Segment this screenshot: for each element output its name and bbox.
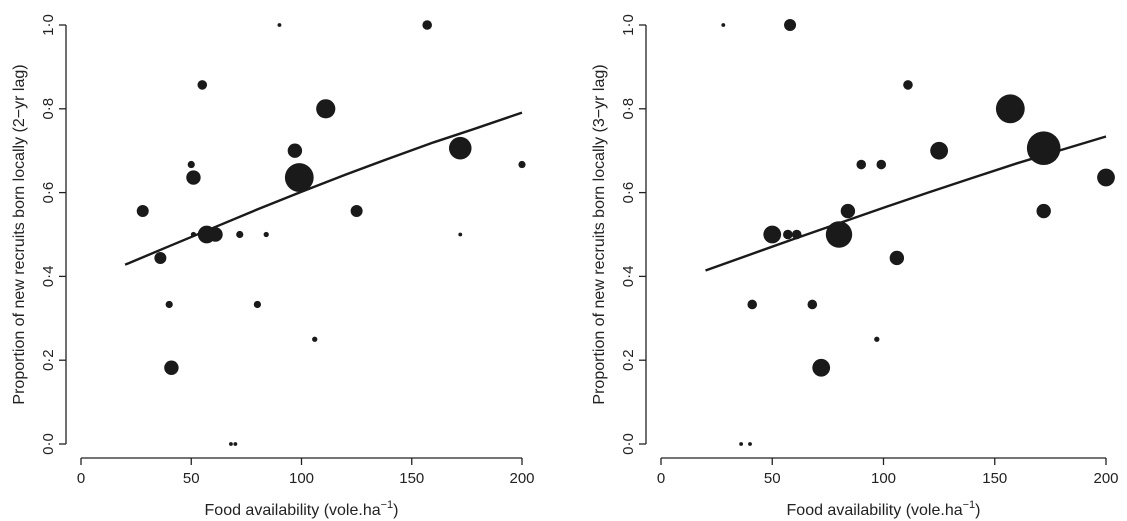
data-point — [856, 159, 867, 170]
data-point — [197, 80, 208, 90]
data-point — [876, 159, 887, 170]
fit-curve — [124, 111, 523, 266]
y-tick-label: 0·0 — [40, 433, 57, 455]
data-point — [1097, 168, 1115, 187]
x-axis-label: Food availability (vole.ha−1) — [787, 499, 981, 519]
data-point — [448, 136, 472, 160]
data-point — [840, 203, 856, 219]
data-point — [874, 336, 880, 342]
x-tick-label: 150 — [399, 470, 424, 487]
chart-panel-2: 0·0 0·2 0·4 0·6 0·8 1·0 0 50 100 150 200 Food avail… — [591, 14, 1119, 519]
data-point — [458, 232, 463, 237]
y-tick-label: 0·8 — [40, 98, 57, 120]
chart-panel-1: 0·0 0·2 0·4 0·6 0·8 1·0 0 50 100 150 200 Food avail… — [11, 14, 535, 519]
data-point — [350, 205, 363, 218]
y-tick-label: 1·0 — [620, 14, 637, 36]
data-point — [236, 230, 244, 239]
data-point — [889, 250, 905, 266]
data-point — [263, 231, 269, 238]
data-point — [812, 358, 831, 377]
y-tick-label: 1·0 — [40, 14, 57, 36]
data-point — [229, 442, 233, 446]
data-point — [187, 160, 195, 169]
y-tick-label: 0·6 — [620, 182, 637, 204]
x-tick-label: 200 — [1093, 470, 1118, 487]
y-axis-label: Proportion of new recruits born locally … — [11, 64, 28, 404]
data-point — [784, 19, 797, 31]
y-tick-label: 0·2 — [620, 349, 637, 371]
x-tick-label: 150 — [982, 470, 1007, 487]
data-point — [783, 229, 793, 240]
y-tick-label: 0·4 — [620, 266, 637, 288]
x-tick-label: 100 — [871, 470, 896, 487]
data-point — [154, 251, 167, 264]
x-tick-label: 0 — [77, 470, 85, 487]
data-point — [1026, 131, 1061, 165]
data-point — [748, 442, 752, 446]
data-point — [825, 221, 853, 248]
x-tick-label: 50 — [764, 470, 781, 487]
data-point — [284, 163, 314, 192]
data-point — [721, 23, 726, 27]
data-point — [233, 442, 238, 446]
data-point — [164, 360, 179, 375]
data-point — [1036, 203, 1051, 219]
data-point — [763, 225, 782, 244]
data-point — [312, 336, 318, 342]
data-point — [186, 170, 201, 185]
y-tick-label: 0·8 — [620, 98, 637, 120]
data-point — [190, 231, 197, 238]
x-axis-label: Food availability (vole.ha−1) — [205, 499, 399, 519]
data-point — [903, 80, 913, 90]
data-point — [518, 160, 526, 169]
data-point — [995, 94, 1025, 124]
x-tick-label: 100 — [289, 470, 314, 487]
data-point — [165, 300, 173, 309]
data-point — [208, 227, 223, 242]
data-point — [287, 143, 303, 158]
x-tick-label: 200 — [509, 470, 534, 487]
data-point — [136, 205, 149, 218]
data-point — [791, 229, 802, 240]
data-point — [277, 23, 282, 27]
y-tick-label: 0·0 — [620, 433, 637, 455]
y-axis-label: Proportion of new recruits born locally … — [591, 64, 608, 404]
y-tick-label: 0·4 — [40, 266, 57, 288]
data-point — [253, 300, 261, 309]
x-tick-label: 50 — [183, 470, 200, 487]
data-point — [739, 442, 744, 446]
data-point — [422, 20, 432, 30]
data-point — [807, 299, 818, 310]
data-point — [747, 299, 758, 310]
y-tick-label: 0·2 — [40, 349, 57, 371]
data-point — [930, 141, 949, 160]
x-tick-label: 0 — [657, 470, 665, 487]
y-tick-label: 0·6 — [40, 182, 57, 204]
data-point — [316, 99, 336, 119]
